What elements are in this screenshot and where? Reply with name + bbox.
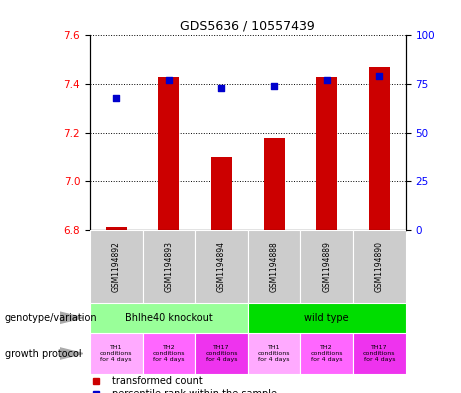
Bar bbox=[90, 333, 142, 374]
Bar bbox=[195, 333, 248, 374]
Text: GSM1194894: GSM1194894 bbox=[217, 241, 226, 292]
Text: GSM1194893: GSM1194893 bbox=[164, 241, 173, 292]
Text: TH2
conditions
for 4 days: TH2 conditions for 4 days bbox=[153, 345, 185, 362]
Bar bbox=[248, 303, 406, 333]
Point bbox=[112, 94, 120, 101]
Bar bbox=[90, 303, 248, 333]
Bar bbox=[195, 230, 248, 303]
Bar bbox=[142, 333, 195, 374]
Bar bbox=[316, 77, 337, 230]
Text: GSM1194889: GSM1194889 bbox=[322, 241, 331, 292]
Point bbox=[323, 77, 331, 83]
Text: GSM1194888: GSM1194888 bbox=[270, 241, 278, 292]
Bar bbox=[301, 230, 353, 303]
Text: wild type: wild type bbox=[304, 313, 349, 323]
Bar bbox=[90, 230, 142, 303]
Bar bbox=[301, 333, 353, 374]
Bar bbox=[106, 228, 127, 230]
Text: Bhlhe40 knockout: Bhlhe40 knockout bbox=[125, 313, 213, 323]
Point bbox=[376, 73, 383, 79]
Bar bbox=[353, 230, 406, 303]
Text: growth protocol: growth protocol bbox=[5, 349, 81, 358]
Text: transformed count: transformed count bbox=[112, 376, 203, 386]
Point bbox=[271, 83, 278, 89]
Text: GSM1194892: GSM1194892 bbox=[112, 241, 121, 292]
Text: genotype/variation: genotype/variation bbox=[5, 313, 97, 323]
Bar bbox=[142, 230, 195, 303]
Text: TH17
conditions
for 4 days: TH17 conditions for 4 days bbox=[205, 345, 238, 362]
Text: percentile rank within the sample: percentile rank within the sample bbox=[112, 389, 277, 393]
Polygon shape bbox=[60, 312, 83, 323]
Text: TH2
conditions
for 4 days: TH2 conditions for 4 days bbox=[311, 345, 343, 362]
Bar bbox=[369, 67, 390, 230]
Point bbox=[218, 85, 225, 91]
Polygon shape bbox=[60, 348, 83, 359]
Bar bbox=[248, 230, 301, 303]
Text: TH1
conditions
for 4 days: TH1 conditions for 4 days bbox=[100, 345, 132, 362]
Text: TH17
conditions
for 4 days: TH17 conditions for 4 days bbox=[363, 345, 396, 362]
Bar bbox=[158, 77, 179, 230]
Text: TH1
conditions
for 4 days: TH1 conditions for 4 days bbox=[258, 345, 290, 362]
Bar bbox=[248, 333, 301, 374]
Bar bbox=[264, 138, 284, 230]
Title: GDS5636 / 10557439: GDS5636 / 10557439 bbox=[180, 20, 315, 33]
Bar bbox=[353, 333, 406, 374]
Text: GSM1194890: GSM1194890 bbox=[375, 241, 384, 292]
Point bbox=[165, 77, 172, 83]
Bar bbox=[211, 157, 232, 230]
